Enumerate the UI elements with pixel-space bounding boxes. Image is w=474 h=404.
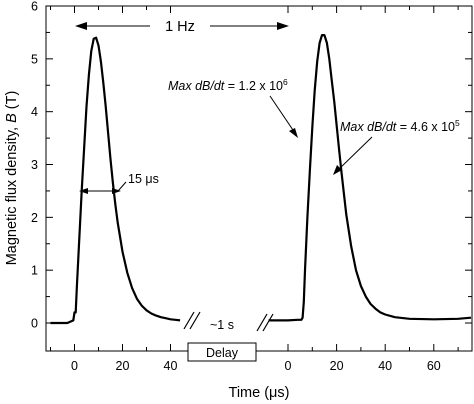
plot-frame <box>45 5 473 352</box>
x-tick-label: 0 <box>285 359 292 373</box>
y-tick-label: 4 <box>31 105 38 119</box>
slope-annotation-2: Max dB/dt = 4.6 x 105 <box>340 118 460 134</box>
x-axis-title: Time (μs) <box>229 385 290 401</box>
x-axis-ticks: 0 20 40 0 20 40 60 <box>50 6 459 373</box>
delay-label: Delay <box>206 346 239 360</box>
frequency-arrow <box>75 22 289 30</box>
y-tick-label: 5 <box>31 52 38 66</box>
pulse-width-arrow <box>79 181 127 194</box>
pulse-line-second <box>268 34 472 322</box>
axis-break-right <box>256 313 274 332</box>
y-axis-title: Magnetic flux density, B (T) <box>4 91 20 266</box>
y-tick-label: 1 <box>31 264 38 278</box>
x-tick-label: 60 <box>427 359 441 373</box>
slope-annotation-1: Max dB/dt = 1.2 x 106 <box>168 77 288 93</box>
slope-annotation-1-leader <box>269 95 298 138</box>
x-tick-label: 20 <box>116 359 130 373</box>
y-axis-ticks: 0 1 2 3 4 5 6 <box>31 0 472 331</box>
y-tick-label: 6 <box>31 0 38 14</box>
x-tick-label: 40 <box>164 359 178 373</box>
pulse-width-label: 15 μs <box>128 172 159 186</box>
interval-label: ~1 s <box>210 318 234 332</box>
pulse-line-first <box>50 36 181 325</box>
frequency-label: 1 Hz <box>165 19 195 35</box>
slope-annotation-2-leader <box>333 136 373 175</box>
y-tick-label: 3 <box>31 158 38 172</box>
axis-break-left <box>183 311 201 330</box>
delay-box <box>187 342 257 362</box>
y-tick-label: 0 <box>31 317 38 331</box>
x-tick-label: 20 <box>330 359 344 373</box>
x-tick-label: 40 <box>378 359 392 373</box>
x-tick-label: 0 <box>71 359 78 373</box>
series-layer <box>50 34 472 325</box>
y-tick-label: 2 <box>31 211 38 225</box>
